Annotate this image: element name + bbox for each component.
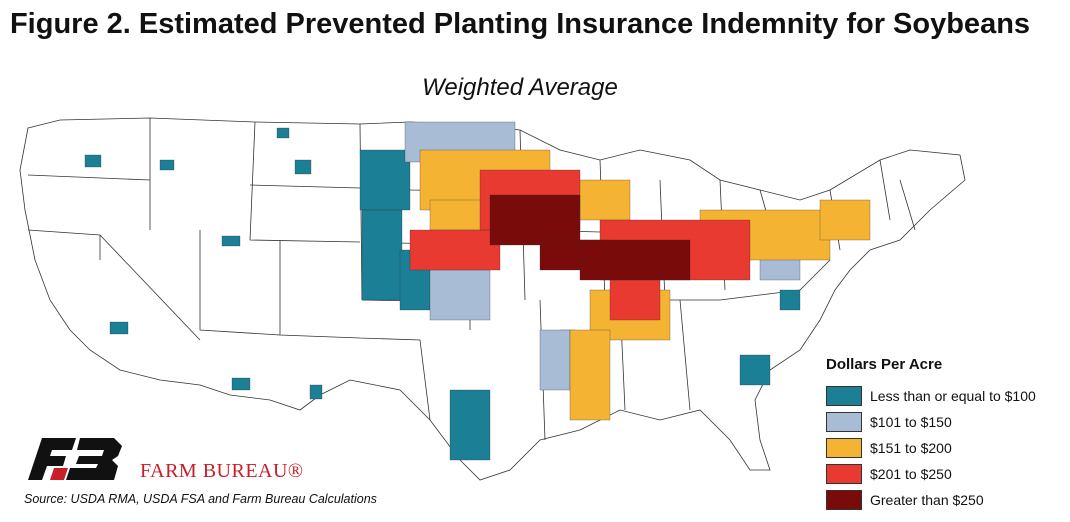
legend-title: Dollars Per Acre — [826, 356, 943, 373]
legend-item-101-150: $101 to $150 — [826, 409, 1066, 435]
legend: Dollars Per Acre Less than or equal to $… — [826, 356, 1066, 513]
legend-label: Less than or equal to $100 — [870, 388, 1036, 404]
legend-swatch-gt-250 — [826, 490, 862, 510]
legend-label: $101 to $150 — [870, 414, 952, 430]
legend-label: $201 to $250 — [870, 466, 952, 482]
legend-item-151-200: $151 to $200 — [826, 435, 1066, 461]
map-subtitle: Weighted Average — [422, 74, 618, 101]
legend-item-201-250: $201 to $250 — [826, 461, 1066, 487]
bucket-gt-250 — [489, 194, 691, 281]
county-fills — [84, 121, 871, 461]
map-title: Figure 2. Estimated Prevented Planting I… — [9, 8, 1031, 40]
legend-item-gt-250: Greater than $250 — [826, 487, 1066, 513]
legend-swatch-lte-100 — [826, 386, 862, 406]
legend-item-lte-100: Less than or equal to $100 — [826, 383, 1066, 409]
source-note: Source: USDA RMA, USDA FSA and Farm Bure… — [24, 492, 377, 506]
legend-label: $151 to $200 — [870, 440, 952, 456]
bucket-lte-100 — [84, 127, 801, 461]
legend-swatch-101-150 — [826, 412, 862, 432]
us-outline — [19, 117, 966, 481]
farm-bureau-logo — [28, 438, 122, 480]
legend-label: Greater than $250 — [870, 492, 984, 508]
brand-name: FARM BUREAU® — [140, 460, 304, 482]
legend-swatch-151-200 — [826, 438, 862, 458]
legend-swatch-201-250 — [826, 464, 862, 484]
